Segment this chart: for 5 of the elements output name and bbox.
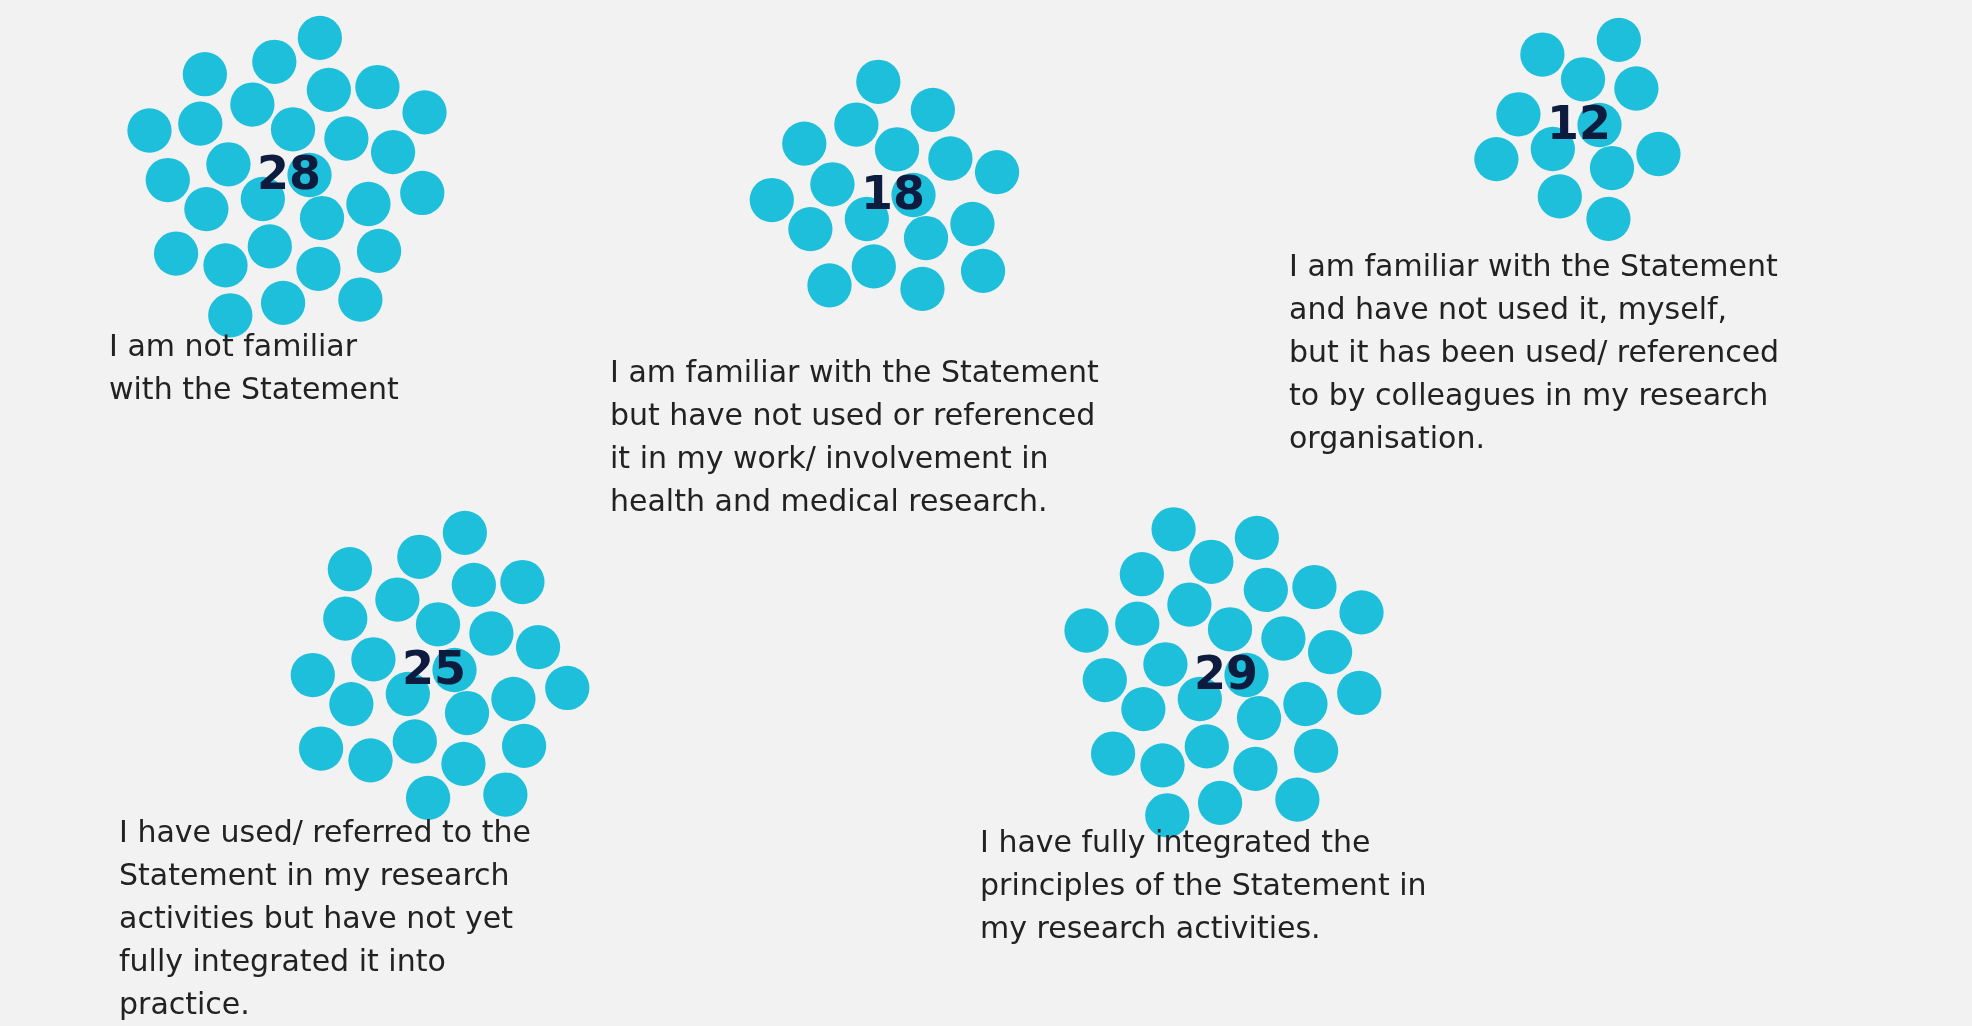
category-label: I am not familiar with the Statement (109, 328, 400, 406)
category-label: I am familiar with the Statement but have not used or referenced it in my work/ involvement in health and medical research. (610, 354, 1100, 518)
category-label: I have used/ referred to the Statement in my research activities but have not yet fully integrated it into practice. (119, 814, 531, 1021)
category-label: I have fully integrated the principles of the Statement in my research activities. (980, 824, 1427, 945)
category-label: I am familiar with the Statement and have not used it, myself, but it has been used/ referenced to by colleagues in my research organisation. (1289, 248, 1780, 455)
